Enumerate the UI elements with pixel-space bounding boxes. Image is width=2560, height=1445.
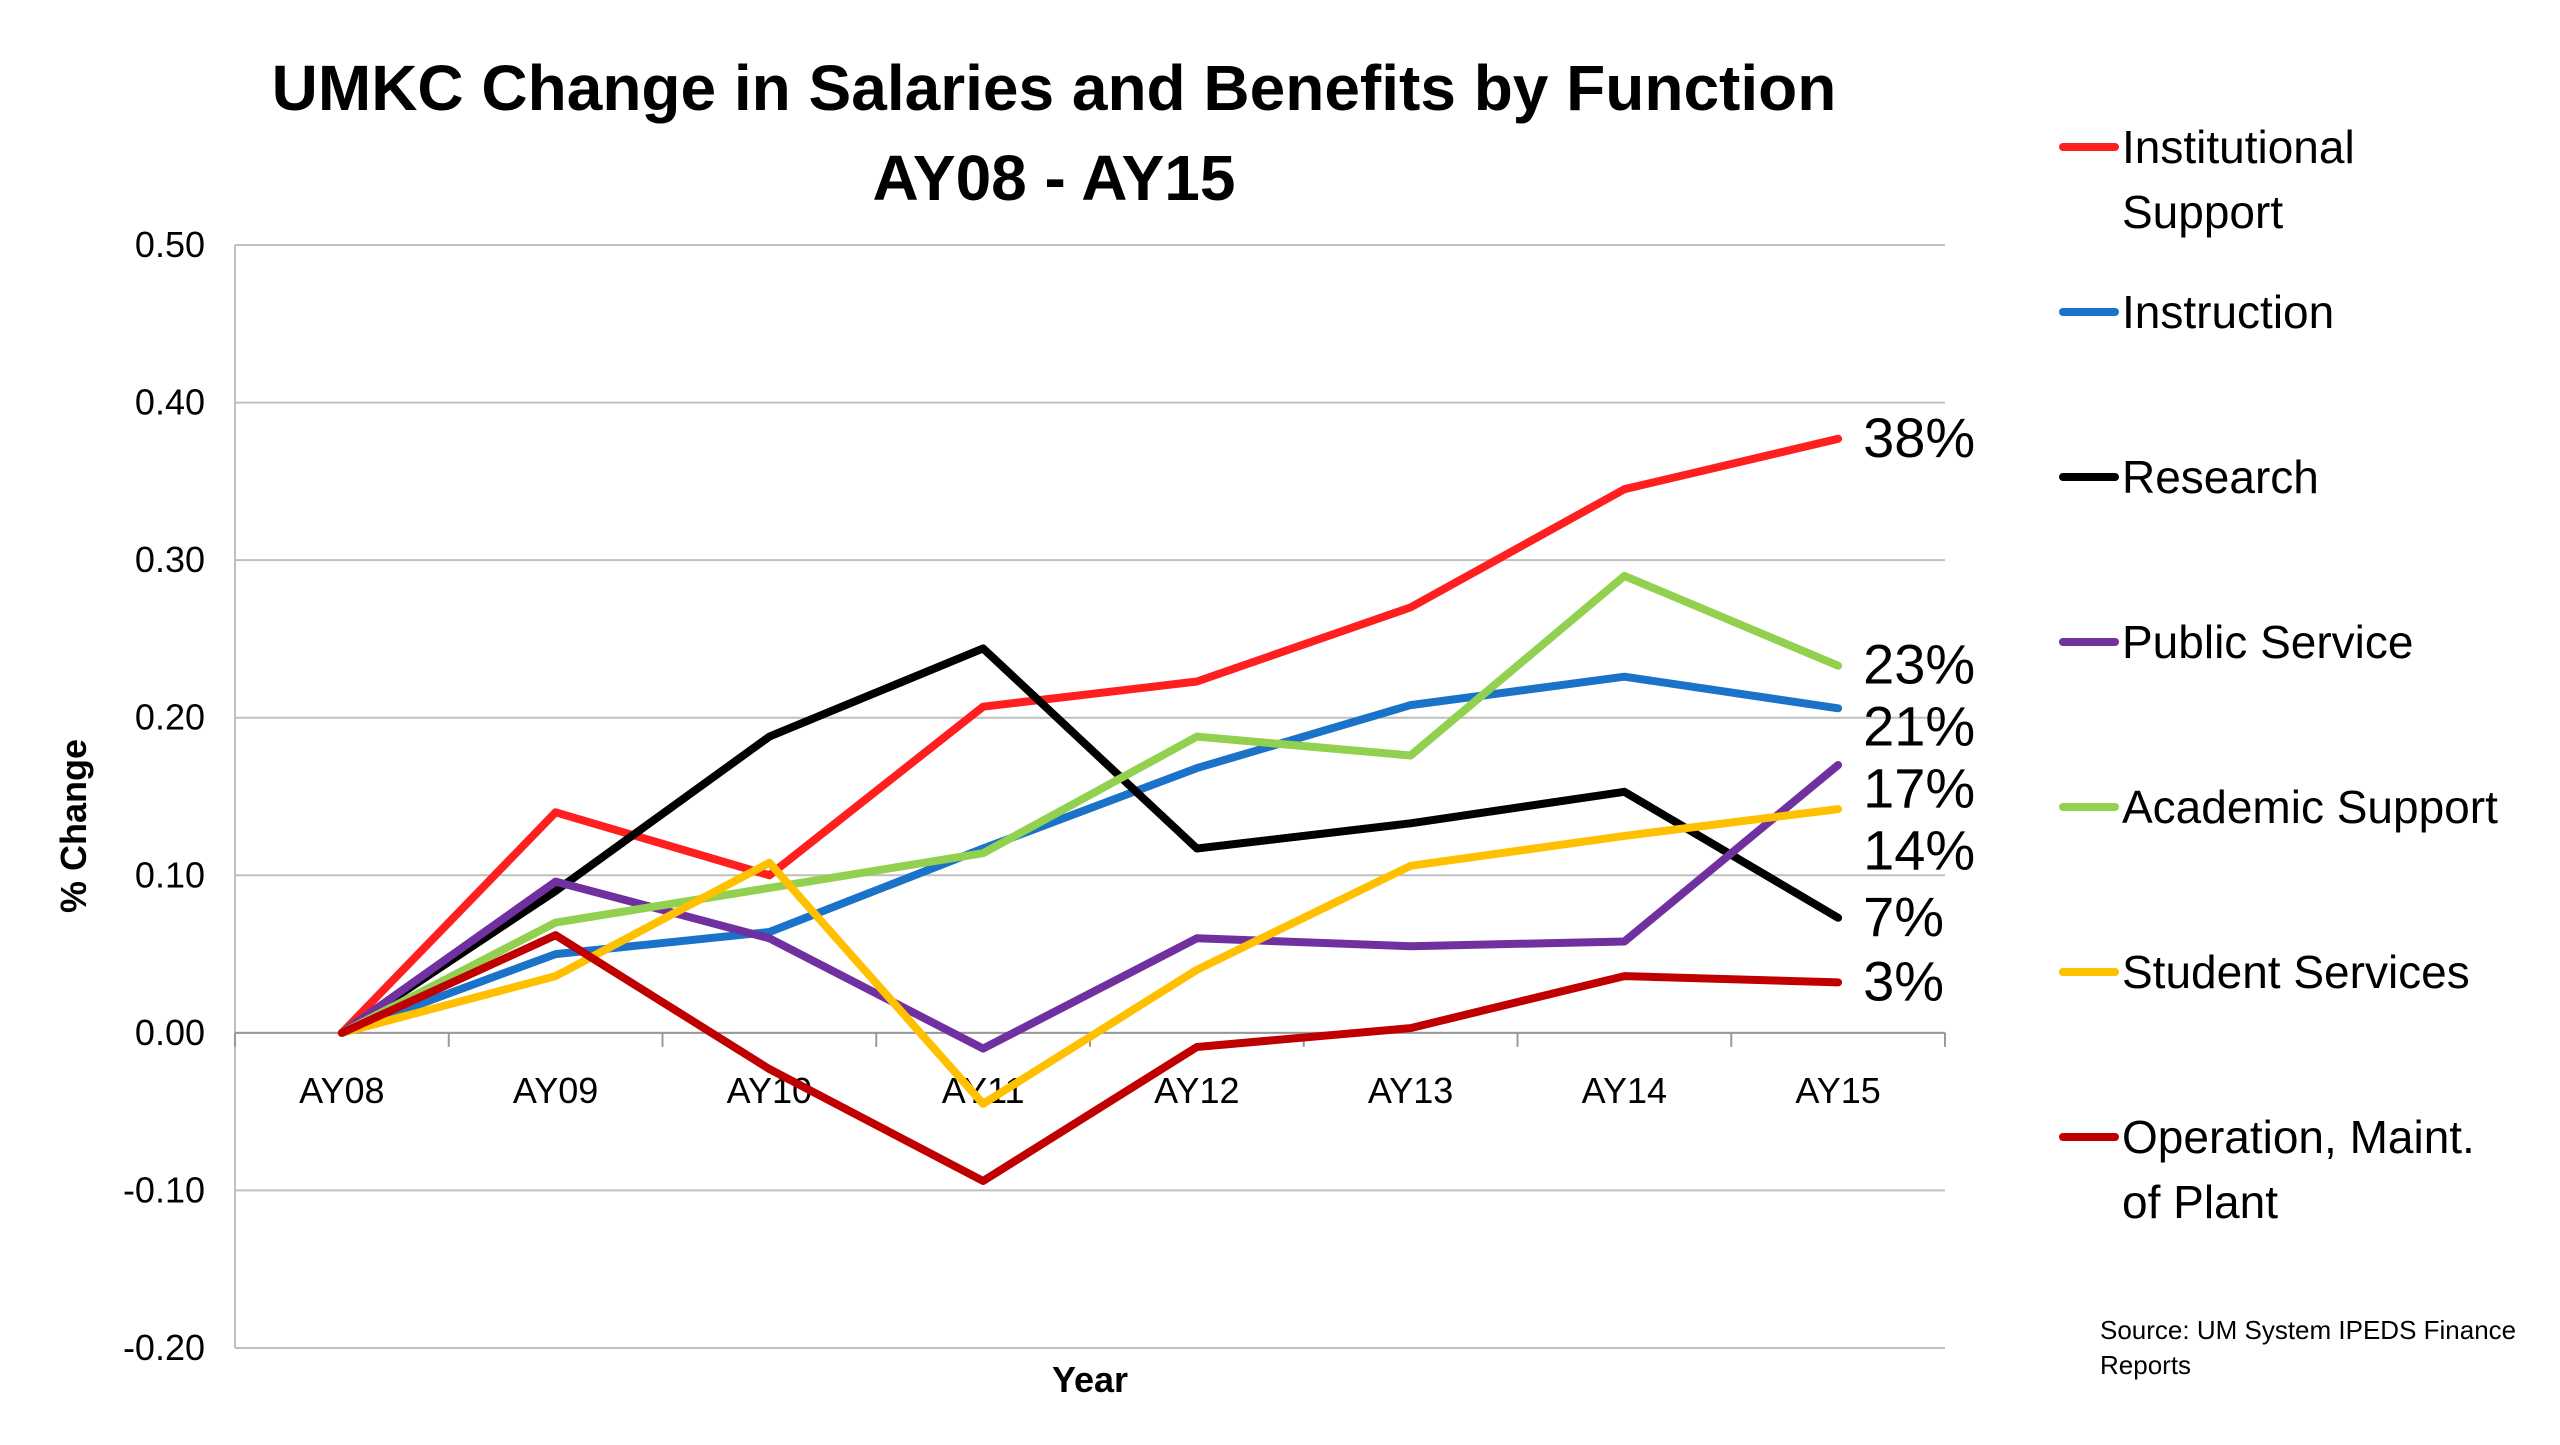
y-tick-label: 0.20 <box>135 697 205 738</box>
source-note-line-2: Reports <box>2100 1350 2191 1380</box>
legend-label: Instruction <box>2122 286 2334 338</box>
y-tick-label: 0.40 <box>135 382 205 423</box>
x-tick-label: AY12 <box>1154 1070 1239 1111</box>
legend-entry: Operation, Maint. of Plant <box>2059 1111 2475 1228</box>
y-tick-label: 0.10 <box>135 854 205 895</box>
series-line-operation-maint-of-plant <box>337 931 1843 1185</box>
legend-entry: Institutional Support <box>2059 121 2355 238</box>
end-label: 38% <box>1863 406 1975 469</box>
x-tick-label: AY14 <box>1582 1070 1667 1111</box>
chart-title: UMKC Change in Salaries and Benefits by … <box>272 52 1837 214</box>
x-tick-label: AY15 <box>1795 1070 1880 1111</box>
end-label: 21% <box>1863 695 1975 758</box>
y-tick-label: -0.10 <box>123 1169 205 1210</box>
end-label: 14% <box>1863 819 1975 882</box>
series-line-public-service <box>337 761 1843 1053</box>
legend-entry: Research <box>2059 451 2319 503</box>
legend-entry: Public Service <box>2059 616 2413 668</box>
legend-label: Support <box>2122 186 2283 238</box>
legend: Institutional Support Instruction Research P… <box>2059 121 2498 1228</box>
legend-entry: Student Services <box>2059 946 2470 998</box>
x-tick-label: AY13 <box>1368 1070 1453 1111</box>
legend-entry: Academic Support <box>2059 781 2498 833</box>
y-tick-label: 0.00 <box>135 1012 205 1053</box>
x-tick-label: AY09 <box>513 1070 598 1111</box>
end-label: 23% <box>1863 633 1975 696</box>
y-axis-ticks: 0.50 0.40 0.30 0.20 0.10 0.00 -0.10 -0.20 <box>123 224 205 1368</box>
end-label: 3% <box>1863 949 1944 1012</box>
y-tick-label: 0.30 <box>135 539 205 580</box>
chart-title-line-1: UMKC Change in Salaries and Benefits by … <box>272 52 1837 124</box>
series-line-instruction <box>337 672 1843 1037</box>
legend-label: Operation, Maint. <box>2122 1111 2475 1163</box>
chart-title-line-2: AY08 - AY15 <box>873 142 1236 214</box>
legend-label: Institutional <box>2122 121 2355 173</box>
source-note-line-1: Source: UM System IPEDS Finance <box>2100 1315 2516 1345</box>
legend-label: Public Service <box>2122 616 2413 668</box>
series-line-academic-support <box>337 571 1843 1037</box>
legend-label: Student Services <box>2122 946 2470 998</box>
legend-label: Academic Support <box>2122 781 2498 833</box>
y-tick-label: 0.50 <box>135 224 205 265</box>
series-line-institutional-support <box>337 434 1843 1037</box>
legend-label: Research <box>2122 451 2319 503</box>
end-label: 17% <box>1863 757 1975 820</box>
y-axis-title: % Change <box>53 739 94 913</box>
series-line-research <box>337 644 1843 1037</box>
source-note: Source: UM System IPEDS Finance Reports <box>2100 1315 2516 1380</box>
legend-label: of Plant <box>2122 1176 2278 1228</box>
gridlines <box>234 244 1945 1349</box>
x-axis-title: Year <box>1052 1359 1128 1400</box>
x-tick-label: AY08 <box>299 1070 384 1111</box>
legend-entry: Instruction <box>2059 286 2334 338</box>
series-lines <box>337 434 1843 1185</box>
y-tick-label: -0.20 <box>123 1327 205 1368</box>
end-label: 7% <box>1863 885 1944 948</box>
x-tick-label: AY10 <box>727 1070 812 1111</box>
end-labels: 38% 23%21%17%14%7%3% <box>1863 406 1975 1013</box>
